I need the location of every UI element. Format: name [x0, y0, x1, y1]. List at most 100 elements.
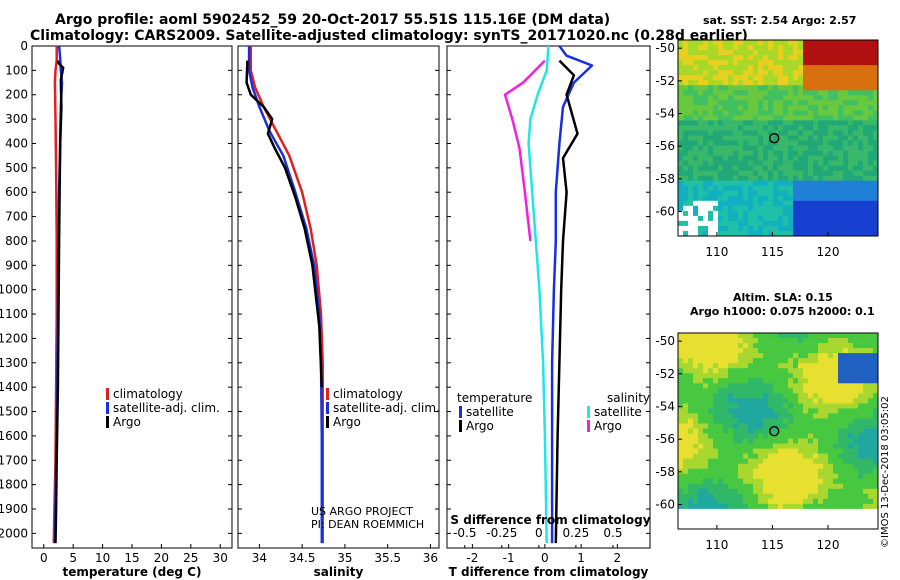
map-pixel — [698, 403, 704, 409]
map-pixel — [853, 453, 859, 459]
map-pixel — [778, 200, 784, 207]
map-pixel — [778, 90, 784, 96]
map-pixel — [708, 368, 714, 374]
map-pixel — [708, 185, 714, 192]
map-pixel — [683, 468, 689, 475]
map-pixel — [693, 150, 699, 156]
map-pixel — [718, 140, 724, 146]
map-pixel — [818, 393, 824, 399]
map-pixel — [778, 175, 784, 182]
map-pixel — [683, 388, 689, 394]
map-sst — [678, 40, 879, 237]
map-pixel — [768, 50, 774, 56]
map-pixel — [738, 65, 744, 71]
map-pixel — [828, 85, 834, 91]
map-pixel — [783, 478, 789, 485]
map-pixel — [838, 225, 844, 232]
map-pixel — [773, 398, 779, 404]
map-pixel — [763, 195, 769, 202]
map-pixel — [778, 393, 784, 399]
map-pixel — [848, 185, 854, 192]
map-pixel — [723, 488, 729, 495]
map-pixel — [813, 524, 819, 530]
map-pixel — [803, 105, 809, 111]
map-pixel — [863, 453, 869, 459]
map-pixel — [838, 40, 844, 46]
map-pixel — [723, 413, 729, 419]
map-pixel — [693, 50, 699, 56]
map-pixel — [798, 383, 804, 389]
map-pixel — [838, 185, 844, 192]
map-y-tick-label: -60 — [655, 205, 675, 219]
map-pixel — [758, 220, 764, 227]
map-pixel — [753, 55, 759, 61]
map-pixel — [678, 388, 684, 394]
map-pixel — [753, 453, 759, 459]
map-pixel — [848, 348, 854, 354]
map-pixel — [803, 443, 809, 449]
map-pixel — [728, 115, 734, 121]
map-pixel — [783, 55, 789, 61]
map-pixel — [733, 473, 739, 480]
map-pixel — [678, 473, 684, 480]
map-pixel — [678, 190, 684, 197]
map-pixel — [723, 185, 729, 192]
map-pixel — [828, 358, 834, 364]
map-pixel — [873, 225, 879, 232]
map-pixel — [863, 60, 869, 66]
map-pixel — [758, 60, 764, 66]
map-pixel — [833, 458, 839, 464]
map-pixel — [753, 140, 759, 146]
map-pixel — [773, 135, 779, 141]
map-pixel — [733, 363, 739, 369]
map-pixel — [698, 524, 704, 530]
map-pixel — [858, 85, 864, 91]
map-pixel — [718, 483, 724, 490]
map-pixel — [858, 50, 864, 56]
map-pixel — [823, 428, 829, 434]
map-pixel — [858, 170, 864, 177]
map-pixel — [848, 231, 854, 237]
map-pixel — [818, 215, 824, 222]
map-pixel — [858, 338, 864, 344]
map-pixel — [698, 160, 704, 166]
map-pixel — [708, 70, 714, 76]
map-pixel — [863, 413, 869, 419]
map-pixel — [833, 358, 839, 364]
map-pixel — [773, 524, 779, 530]
map-y-tick-label: -56 — [655, 139, 675, 153]
map-pixel — [778, 388, 784, 394]
map-pixel — [708, 338, 714, 344]
map-pixel — [718, 383, 724, 389]
map-pixel — [803, 358, 809, 364]
map-pixel — [838, 215, 844, 222]
map-pixel — [713, 125, 719, 131]
map-pixel — [838, 160, 844, 166]
map-pixel — [743, 130, 749, 136]
map-pixel — [698, 115, 704, 121]
map-pixel — [848, 368, 854, 374]
map-pixel — [873, 185, 879, 192]
map-pixel — [853, 398, 859, 404]
map-pixel — [698, 483, 704, 490]
map-pixel — [813, 40, 819, 46]
map-pixel — [843, 433, 849, 439]
map-pixel — [813, 225, 819, 232]
map-pixel — [723, 200, 729, 207]
map-pixel — [748, 220, 754, 227]
map-pixel — [758, 333, 764, 339]
map-pixel — [853, 378, 859, 384]
map-pixel — [803, 231, 809, 237]
map-pixel — [723, 115, 729, 121]
map-pixel — [813, 45, 819, 51]
map-pixel — [863, 140, 869, 146]
map-pixel — [688, 110, 694, 116]
map-pixel — [758, 493, 764, 500]
map-pixel — [748, 55, 754, 61]
map-pixel — [783, 120, 789, 126]
map-pixel — [868, 363, 874, 369]
map-pixel — [718, 478, 724, 485]
map-pixel — [833, 383, 839, 389]
map-pixel — [758, 205, 764, 212]
map-pixel — [868, 493, 874, 500]
